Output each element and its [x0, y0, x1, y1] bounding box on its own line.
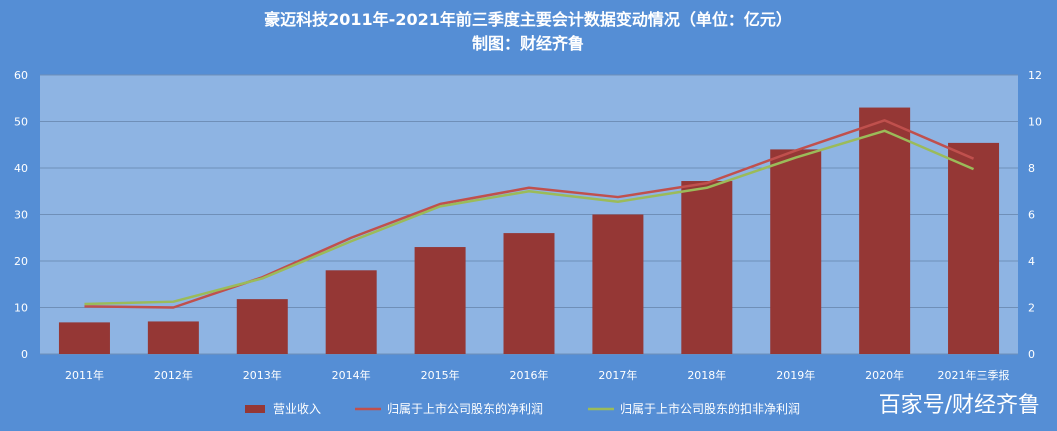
- y-left-tick-label: 20: [14, 255, 28, 268]
- y-left-tick-label: 0: [21, 348, 28, 361]
- y-right-tick-label: 4: [1028, 255, 1035, 268]
- bar: [681, 181, 733, 354]
- bar: [58, 322, 110, 354]
- x-tick-label: 2016年: [510, 368, 549, 382]
- x-tick-label: 2013年: [243, 368, 282, 382]
- chart-title: 豪迈科技2011年-2021年前三季度主要会计数据变动情况（单位：亿元）: [264, 10, 792, 29]
- y-right-tick-label: 10: [1028, 116, 1042, 129]
- x-tick-label: 2015年: [421, 368, 460, 382]
- y-left-tick-label: 10: [14, 302, 28, 315]
- legend-label: 归属于上市公司股东的扣非净利润: [620, 401, 800, 416]
- y-right-tick-label: 0: [1028, 348, 1035, 361]
- x-tick-label: 2017年: [598, 368, 637, 382]
- x-tick-label: 2014年: [332, 368, 371, 382]
- bar: [325, 270, 377, 354]
- y-left-tick-label: 50: [14, 116, 28, 129]
- y-right-tick-label: 8: [1028, 162, 1035, 175]
- x-tick-label: 2021年三季报: [938, 368, 1010, 382]
- x-tick-label: 2011年: [65, 368, 104, 382]
- legend-label: 归属于上市公司股东的净利润: [387, 401, 543, 416]
- line-series: [84, 119, 975, 309]
- bar: [236, 299, 288, 354]
- bar: [948, 142, 1000, 354]
- chart-subtitle: 制图：财经齐鲁: [472, 34, 584, 53]
- bar: [414, 247, 466, 354]
- bar: [859, 107, 911, 354]
- series-line: [84, 129, 975, 306]
- bar: [147, 321, 199, 354]
- bar-series: [58, 107, 1000, 354]
- y-right-tick-label: 2: [1028, 302, 1035, 315]
- y-left-tick-label: 30: [14, 209, 28, 222]
- legend-swatch: [245, 405, 265, 413]
- legend-label: 营业收入: [273, 402, 321, 416]
- x-tick-label: 2019年: [776, 368, 815, 382]
- x-axis: 2011年 2012年 2013年 2014年 2015年 2016年 2017年 2018年…: [65, 368, 1010, 382]
- bar: [770, 149, 822, 354]
- y-axis-left: 0 10 20 30 40 50 60: [14, 69, 28, 361]
- watermark: 百家号/财经齐鲁: [879, 393, 1040, 418]
- y-axis-right: 0 2 4 6 8 10 12: [1028, 69, 1042, 361]
- legend: 营业收入 归属于上市公司股东的净利润 归属于上市公司股东的扣非净利润: [245, 401, 800, 416]
- y-right-tick-label: 6: [1028, 209, 1035, 222]
- y-right-tick-label: 12: [1028, 69, 1042, 82]
- x-tick-label: 2012年: [154, 368, 193, 382]
- bar: [592, 214, 644, 354]
- x-tick-label: 2020年: [865, 368, 904, 382]
- x-tick-label: 2018年: [687, 368, 726, 382]
- y-left-tick-label: 40: [14, 162, 28, 175]
- y-left-tick-label: 60: [14, 69, 28, 82]
- bar: [503, 233, 555, 354]
